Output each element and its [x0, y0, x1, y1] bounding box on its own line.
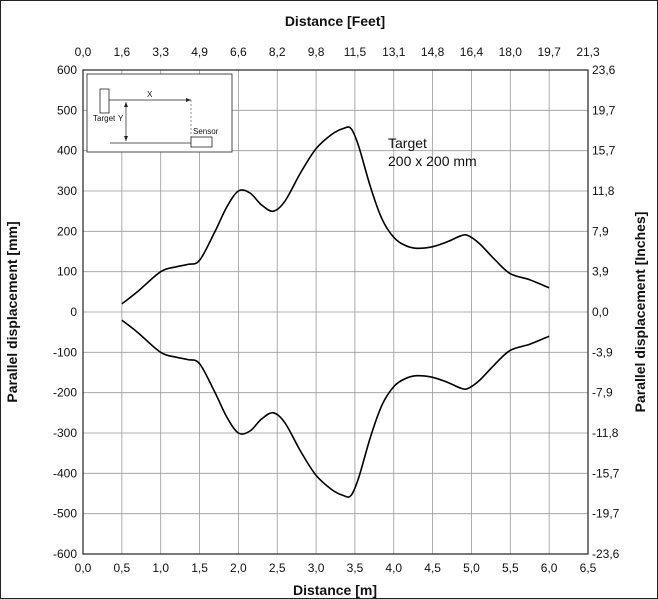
x-tick-label: 4,5 [424, 561, 441, 575]
top-tick-label: 18,0 [499, 45, 523, 59]
setup-inset: Target X Y Sensor [86, 73, 233, 153]
plot-area [82, 69, 589, 555]
x-tick-label: 2,5 [269, 561, 286, 575]
top-tick-label: 11,5 [344, 45, 367, 59]
y-tick-label: 0 [70, 305, 77, 319]
right-tick-label: 11,8 [592, 184, 615, 198]
x-tick-label: 5,0 [463, 561, 480, 575]
top-tick-label: 21,3 [576, 45, 600, 59]
y-tick-label: -400 [53, 466, 77, 480]
x-tick-label: 6,5 [580, 561, 597, 575]
inset-label-sensor: Sensor [193, 127, 219, 136]
y-tick-label: 600 [57, 63, 77, 77]
right-tick-label: 3,9 [592, 265, 609, 279]
bottom-axis-title: Distance [m] [293, 582, 377, 598]
x-tick-label: 0,0 [75, 561, 92, 575]
x-tick-label: 3,0 [308, 561, 325, 575]
x-tick-label: 0,5 [114, 561, 131, 575]
top-tick-label: 4,9 [191, 45, 208, 59]
right-tick-label: -15,7 [592, 466, 620, 480]
series-line-lower [121, 319, 550, 498]
y-tick-label: 400 [57, 144, 77, 158]
left-tick-labels: -600 -500 -400 -300 -200 -100 0 100 200 300 400 500… [53, 63, 77, 561]
right-tick-label: 7,9 [592, 224, 609, 238]
inset-target-box [99, 88, 110, 114]
top-tick-label: 16,4 [460, 45, 484, 59]
inset-label-y: Y [118, 114, 124, 123]
top-tick-label: 0,0 [75, 45, 92, 59]
top-tick-label: 8,2 [269, 45, 286, 59]
x-tick-label: 6,0 [541, 561, 558, 575]
annotation-target: Target [388, 135, 427, 151]
top-tick-label: 3,3 [152, 45, 169, 59]
top-tick-label: 9,8 [308, 45, 325, 59]
inset-label-target: Target [93, 114, 116, 123]
top-tick-labels: 0,0 1,6 3,3 4,9 6,6 8,2 9,8 11,5 13,1 14,8 16,4 18,… [75, 45, 600, 59]
y-tick-label: 500 [57, 103, 77, 117]
y-tick-label: 100 [57, 265, 77, 279]
y-tick-label: -300 [53, 426, 77, 440]
left-axis-title: Parallel displacement [mm] [4, 221, 20, 402]
right-tick-label: -19,7 [592, 507, 620, 521]
inset-sensor-box [190, 136, 213, 148]
right-tick-label: 23,6 [592, 63, 616, 77]
right-tick-label: -3,9 [592, 345, 613, 359]
top-tick-label: 6,6 [230, 45, 247, 59]
x-tick-label: 1,5 [191, 561, 208, 575]
top-tick-label: 19,7 [537, 45, 561, 59]
right-tick-label: -11,8 [592, 426, 619, 440]
x-tick-label: 1,0 [152, 561, 169, 575]
right-tick-label: 0,0 [592, 305, 609, 319]
y-tick-label: -600 [53, 547, 77, 561]
y-tick-label: -100 [53, 345, 77, 359]
y-tick-label: 300 [57, 184, 77, 198]
x-tick-label: 5,5 [502, 561, 519, 575]
y-tick-label: 200 [57, 224, 77, 238]
top-tick-label: 14,8 [421, 45, 445, 59]
right-tick-labels: -23,6 -19,7 -15,7 -11,8 -7,9 -3,9 0,0 3,9 7,9 11,… [592, 63, 620, 561]
inset-y-arrow-down [124, 136, 128, 141]
right-axis-title: Parallel displacement [Inches] [632, 212, 648, 413]
inset-y-arrow-up [124, 102, 128, 107]
top-tick-label: 13,1 [382, 45, 406, 59]
y-tick-label: -200 [53, 386, 77, 400]
series-line-upper [121, 126, 550, 305]
right-tick-label: 19,7 [592, 103, 616, 117]
x-tick-label: 3,5 [347, 561, 364, 575]
x-tick-label: 4,0 [385, 561, 402, 575]
y-tick-label: -500 [53, 507, 77, 521]
x-tick-label: 2,0 [230, 561, 247, 575]
top-tick-label: 1,6 [114, 45, 131, 59]
right-tick-label: -23,6 [592, 547, 620, 561]
bottom-tick-labels: 0,0 0,5 1,0 1,5 2,0 2,5 3,0 3,5 4,0 4,5 5,0 5,5 6,0 6… [75, 561, 597, 575]
right-tick-label: 15,7 [592, 144, 616, 158]
inset-x-arrow [186, 98, 191, 102]
annotation-size: 200 x 200 mm [388, 153, 477, 169]
inset-label-x: X [147, 90, 153, 99]
right-tick-label: -7,9 [592, 386, 613, 400]
series-lines [121, 126, 550, 498]
top-axis-title: Distance [Feet] [285, 13, 385, 29]
